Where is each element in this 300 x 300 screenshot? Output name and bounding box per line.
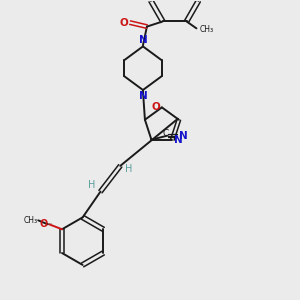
Text: H: H bbox=[124, 164, 132, 174]
Text: O: O bbox=[151, 102, 160, 112]
Text: CH₃: CH₃ bbox=[23, 216, 37, 225]
Text: N: N bbox=[139, 91, 147, 101]
Text: N: N bbox=[139, 35, 147, 45]
Text: N: N bbox=[174, 135, 183, 145]
Text: N: N bbox=[179, 131, 188, 141]
Text: O: O bbox=[40, 219, 48, 229]
Text: CH₃: CH₃ bbox=[200, 25, 214, 34]
Text: methoxy: methoxy bbox=[47, 223, 53, 224]
Text: H: H bbox=[88, 180, 95, 190]
Text: O: O bbox=[119, 18, 128, 28]
Text: C: C bbox=[162, 129, 168, 138]
